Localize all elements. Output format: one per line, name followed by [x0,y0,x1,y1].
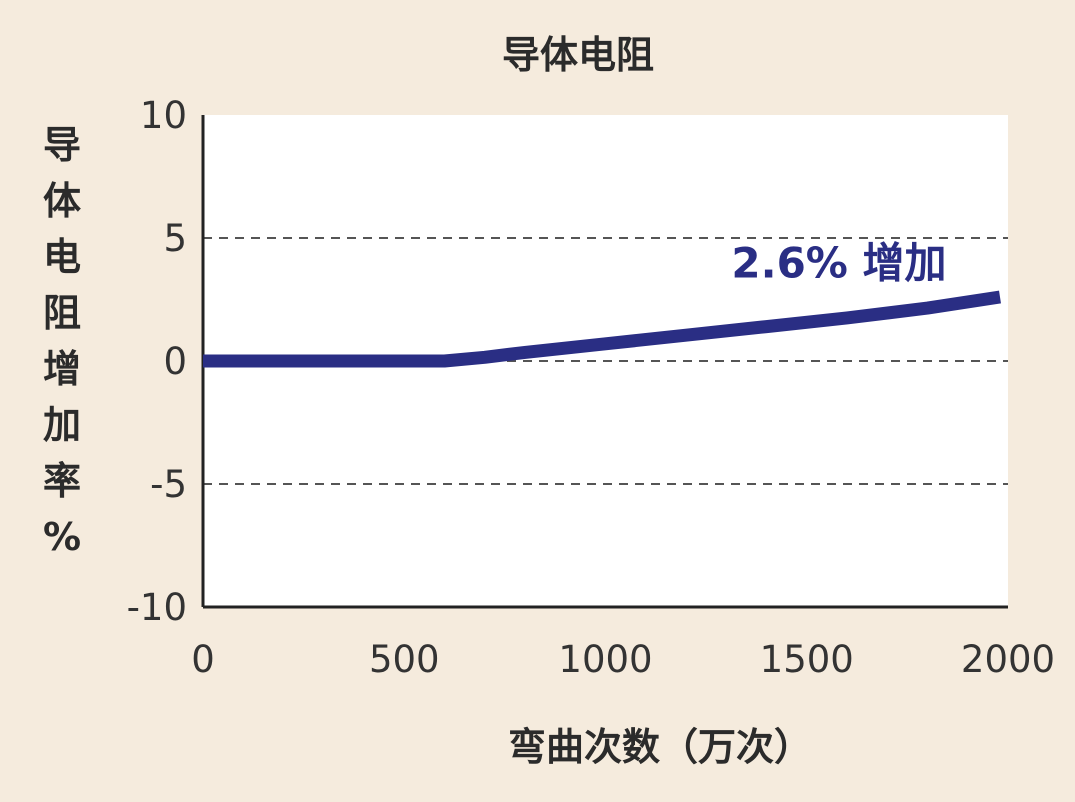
x-tick-label: 2000 [961,638,1055,681]
series [203,290,1001,368]
y-ticks: 10 5 0 -5 -10 [127,94,187,629]
y-tick-label: 0 [163,340,187,383]
x-tick-label: 1500 [760,638,854,681]
annotation-label: 2.6% 增加 [731,238,946,287]
y-axis-label-char: 率 [43,459,81,503]
y-axis-label-char: % [43,515,81,559]
y-tick-label: -5 [150,463,187,506]
x-tick-label: 0 [191,638,215,681]
y-axis-label-char: 电 [43,235,81,279]
y-axis-label-char: 导 [43,123,81,167]
x-ticks: 0 500 1000 1500 2000 [191,638,1055,681]
y-axis-label-char: 阻 [43,291,81,335]
y-axis-label-char: 体 [43,179,81,223]
y-tick-label: 5 [163,217,187,260]
y-axis-label-char: 加 [43,403,81,447]
x-tick-label: 500 [369,638,440,681]
y-tick-label: 10 [140,94,187,137]
y-tick-label: -10 [127,586,187,629]
x-axis-label: 弯曲次数（万次） [508,725,812,769]
x-tick-label: 1000 [558,638,652,681]
chart-title: 导体电阻 [502,33,654,77]
series-line [203,290,1001,368]
y-axis-label-char: 增 [43,347,81,391]
